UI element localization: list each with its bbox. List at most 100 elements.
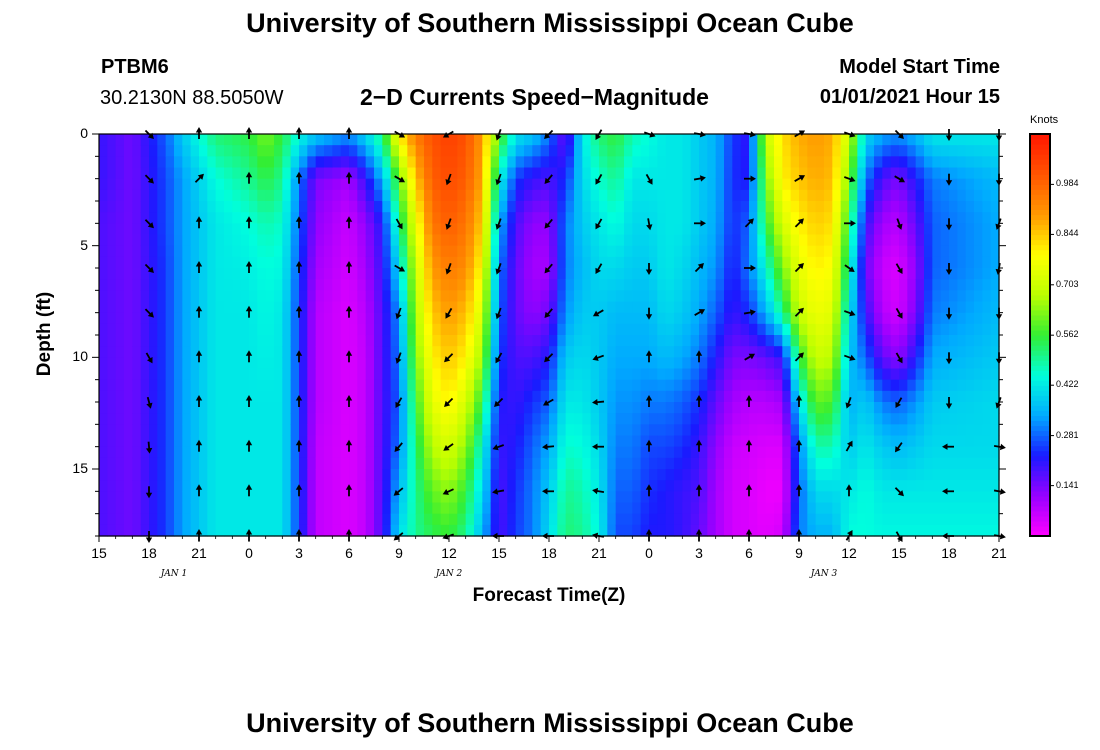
- heatmap-cell: [232, 402, 242, 414]
- heatmap-cell: [557, 402, 567, 414]
- heatmap-cell: [465, 256, 475, 269]
- heatmap-cell: [657, 145, 667, 157]
- heatmap-cell: [115, 446, 125, 459]
- heatmap-cell: [190, 491, 200, 504]
- heatmap-cell: [949, 178, 958, 191]
- heatmap-cell: [824, 424, 833, 437]
- heatmap-cell: [857, 212, 867, 224]
- heatmap-cell: [390, 357, 400, 370]
- heatmap-cell: [524, 480, 533, 492]
- heatmap-cell: [532, 245, 542, 258]
- heatmap-cell: [349, 279, 358, 291]
- heatmap-cell: [749, 279, 758, 291]
- heatmap-cell: [765, 491, 775, 504]
- heatmap-cell: [599, 234, 608, 247]
- heatmap-cell: [815, 301, 825, 314]
- heatmap-cell: [915, 513, 925, 526]
- heatmap-cell: [832, 379, 842, 392]
- heatmap-cell: [549, 167, 558, 180]
- heatmap-cell: [165, 469, 175, 481]
- heatmap-cell: [899, 145, 908, 157]
- heatmap-cell: [615, 201, 625, 213]
- heatmap-cell: [574, 446, 583, 459]
- heatmap-cell: [899, 480, 908, 492]
- heatmap-cell: [749, 268, 758, 280]
- heatmap-cell: [940, 201, 950, 213]
- heatmap-cell: [874, 234, 883, 247]
- heatmap-cell: [690, 524, 700, 537]
- heatmap-cell: [724, 301, 733, 314]
- heatmap-cell: [274, 502, 283, 515]
- heatmap-cell: [907, 480, 917, 492]
- heatmap-cell: [840, 156, 850, 169]
- heatmap-cell: [782, 234, 792, 247]
- heatmap-cell: [524, 502, 533, 515]
- heatmap-cell: [890, 379, 900, 392]
- heatmap-cell: [907, 457, 917, 470]
- heatmap-cell: [299, 245, 308, 258]
- colorbar-segment: [1030, 420, 1050, 427]
- heatmap-cell: [515, 189, 525, 202]
- heatmap-cell: [124, 234, 133, 247]
- colorbar-segment: [1030, 209, 1050, 216]
- heatmap-cell: [207, 145, 217, 157]
- heatmap-cell: [874, 390, 883, 403]
- heatmap-cell: [199, 413, 208, 425]
- heatmap-cell: [532, 268, 542, 280]
- heatmap-cell: [599, 480, 608, 492]
- heatmap-cell: [924, 469, 933, 481]
- heatmap-cell: [332, 357, 342, 370]
- heatmap-cell: [340, 323, 350, 336]
- heatmap-cell: [582, 134, 592, 146]
- heatmap-cell: [490, 502, 500, 515]
- heatmap-cell: [132, 457, 142, 470]
- heatmap-cell: [340, 256, 350, 269]
- heatmap-cell: [165, 201, 175, 213]
- heatmap-cell: [607, 323, 617, 336]
- heatmap-cell: [532, 212, 542, 224]
- current-vector-arrow: [544, 353, 554, 363]
- heatmap-cell: [690, 435, 700, 448]
- heatmap-cell: [340, 234, 350, 247]
- heatmap-cell: [932, 357, 942, 370]
- heatmap-cell: [490, 524, 500, 537]
- heatmap-cell: [707, 491, 717, 504]
- heatmap-cell: [149, 424, 158, 437]
- heatmap-cell: [474, 145, 483, 157]
- heatmap-cell: [557, 256, 567, 269]
- heatmap-cell: [899, 368, 908, 381]
- heatmap-cell: [465, 424, 475, 437]
- heatmap-cell: [190, 290, 200, 303]
- heatmap-cell: [432, 390, 442, 403]
- heatmap-cell: [515, 234, 525, 247]
- heatmap-cell: [390, 390, 400, 403]
- heatmap-cell: [924, 290, 933, 303]
- current-vector-arrow: [494, 397, 504, 407]
- heatmap-cell: [957, 290, 967, 303]
- heatmap-cell: [549, 413, 558, 425]
- heatmap-cell: [149, 469, 158, 481]
- heatmap-cell: [257, 301, 267, 314]
- heatmap-cell: [899, 312, 908, 325]
- current-vector-arrow: [794, 263, 804, 273]
- heatmap-cell: [782, 357, 792, 370]
- heatmap-cell: [440, 480, 450, 492]
- heatmap-cell: [632, 290, 642, 303]
- heatmap-cell: [107, 312, 117, 325]
- heatmap-cell: [549, 156, 558, 169]
- heatmap-cell: [674, 446, 683, 459]
- heatmap-cell: [307, 268, 317, 280]
- heatmap-cell: [224, 323, 233, 336]
- heatmap-cell: [324, 402, 333, 414]
- heatmap-cell: [274, 480, 283, 492]
- heatmap-cell: [199, 301, 208, 314]
- heatmap-cell: [907, 513, 917, 526]
- heatmap-cell: [765, 223, 775, 236]
- heatmap-cell: [790, 134, 800, 146]
- heatmap-cell: [974, 290, 983, 303]
- heatmap-cell: [274, 457, 283, 470]
- heatmap-cell: [590, 167, 600, 180]
- heatmap-cell: [440, 524, 450, 537]
- heatmap-cell: [432, 346, 442, 358]
- heatmap-cell: [490, 212, 500, 224]
